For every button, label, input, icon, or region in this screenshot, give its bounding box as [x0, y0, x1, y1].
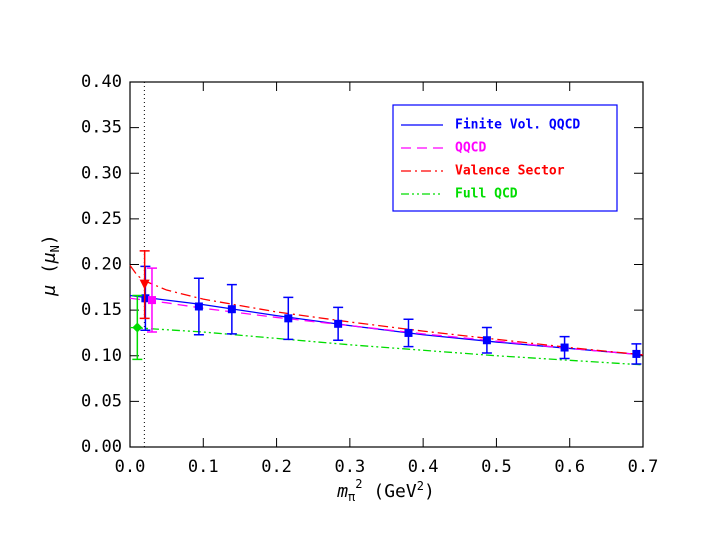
legend-label: Full QCD: [455, 187, 518, 202]
y-tick-label: 0.05: [81, 391, 122, 411]
y-axis-label: μ (μN): [39, 234, 62, 296]
x-tick-label: 0.0: [115, 457, 146, 477]
legend-label: Valence Sector: [455, 164, 565, 179]
x-tick-label: 0.1: [188, 457, 219, 477]
point: [284, 314, 293, 323]
x-tick-label: 0.5: [481, 457, 512, 477]
point: [194, 302, 203, 311]
point: [132, 322, 143, 333]
curve: [129, 326, 644, 366]
legend-box: [392, 104, 618, 212]
point: [147, 296, 156, 305]
point: [334, 319, 343, 328]
x-tick-label: 0.6: [554, 457, 585, 477]
point: [139, 279, 150, 290]
x-tick-label: 0.4: [408, 457, 439, 477]
y-tick-label: 0.35: [81, 118, 122, 138]
point: [632, 349, 641, 358]
point: [227, 305, 236, 314]
y-tick-label: 0.20: [81, 255, 122, 275]
x-tick-label: 0.7: [628, 457, 659, 477]
x-tick-label: 0.2: [261, 457, 292, 477]
legend-label: Finite Vol. QQCD: [455, 118, 580, 133]
x-tick-label: 0.3: [334, 457, 365, 477]
y-tick-label: 0.00: [81, 437, 122, 457]
y-tick-label: 0.10: [81, 346, 122, 366]
point: [482, 336, 491, 345]
x-axis-label: mπ2 (GeV2): [336, 477, 435, 504]
point: [560, 343, 569, 352]
y-tick-label: 0.25: [81, 209, 122, 229]
y-tick-label: 0.15: [81, 300, 122, 320]
y-tick-label: 0.40: [81, 72, 122, 92]
curve: [129, 265, 644, 356]
y-tick-label: 0.30: [81, 163, 122, 183]
point: [404, 328, 413, 337]
legend-label: QQCD: [455, 141, 486, 156]
